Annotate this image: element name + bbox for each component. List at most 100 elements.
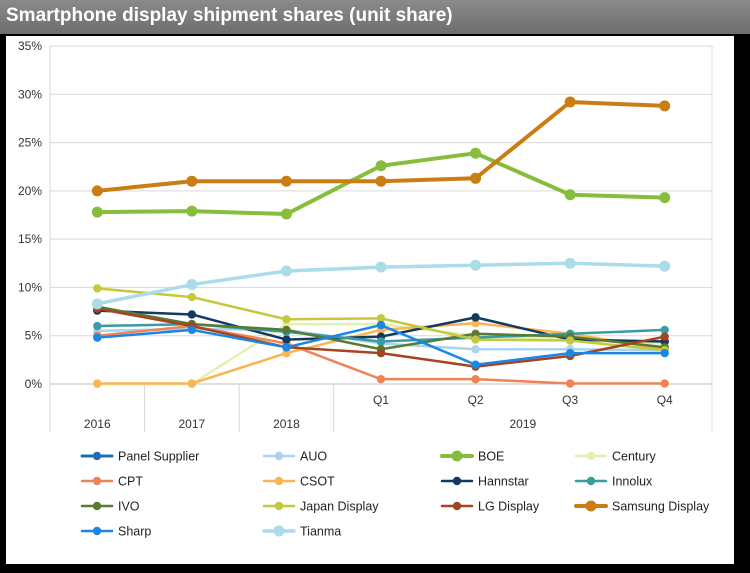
legend-item-boe: BOE bbox=[440, 450, 504, 464]
data-point-hannstar bbox=[187, 310, 197, 319]
data-point-japan-display bbox=[282, 315, 291, 324]
legend-label: Century bbox=[612, 450, 657, 464]
chart-panel: 0% 5% 10% 15% 20% 25% 30% 35% 2016 2017 2018 Q1 Q2 Q3… bbox=[6, 36, 734, 564]
x-tick-label: 2016 bbox=[84, 417, 111, 431]
gridlines bbox=[49, 45, 713, 385]
data-point-csot bbox=[187, 379, 197, 388]
data-point-innolux bbox=[93, 321, 102, 331]
y-tick-label: 5% bbox=[25, 329, 43, 343]
data-point-tianma bbox=[186, 279, 198, 291]
data-point-tianma bbox=[280, 265, 292, 277]
data-point-japan-display bbox=[471, 335, 480, 344]
legend-item-csot: CSOT bbox=[262, 475, 335, 489]
data-point-samsung-display bbox=[280, 175, 292, 187]
y-tick-label: 30% bbox=[18, 87, 42, 101]
legend-item-hannstar: Hannstar bbox=[440, 475, 529, 489]
y-tick-label: 20% bbox=[18, 184, 42, 198]
legend-label: LG Display bbox=[478, 500, 540, 514]
legend-swatch-marker bbox=[92, 526, 102, 536]
title-bar: Smartphone display shipment shares (unit… bbox=[0, 0, 750, 34]
data-point-hannstar bbox=[282, 335, 291, 344]
data-point-samsung-display bbox=[470, 172, 482, 184]
data-point-auo bbox=[471, 345, 480, 354]
data-point-boe bbox=[564, 189, 576, 201]
legend-item-samsung-display: Samsung Display bbox=[574, 500, 710, 514]
data-point-sharp bbox=[93, 333, 102, 342]
data-point-boe bbox=[659, 192, 671, 204]
legend-item-lg-display: LG Display bbox=[440, 500, 540, 514]
x-tick-label: Q4 bbox=[657, 393, 673, 407]
legend-label: IVO bbox=[118, 500, 140, 514]
legend-swatch-marker bbox=[586, 451, 596, 461]
y-tick-label: 25% bbox=[18, 136, 42, 150]
data-point-japan-display bbox=[376, 314, 386, 323]
data-point-boe bbox=[280, 208, 292, 220]
x-tick-label: Q2 bbox=[468, 393, 484, 407]
chart-title: Smartphone display shipment shares (unit… bbox=[6, 5, 453, 26]
data-point-sharp bbox=[565, 348, 575, 358]
data-point-cpt bbox=[660, 379, 669, 388]
x-tick-label: Q3 bbox=[562, 393, 578, 407]
legend-swatch-marker bbox=[452, 476, 462, 486]
data-point-boe bbox=[91, 206, 103, 218]
legend-label: BOE bbox=[478, 450, 504, 464]
legend-item-cpt: CPT bbox=[80, 475, 143, 489]
data-point-cpt bbox=[471, 374, 480, 384]
data-point-ivo bbox=[282, 325, 291, 335]
data-point-csot bbox=[282, 348, 291, 358]
legend-swatch-marker bbox=[92, 451, 102, 461]
y-tick-label: 10% bbox=[18, 280, 42, 294]
legend-label: Tianma bbox=[300, 525, 341, 539]
series-sharp bbox=[93, 320, 669, 369]
legend-label: Samsung Display bbox=[612, 500, 710, 514]
legend-item-japan-display: Japan Display bbox=[262, 500, 379, 514]
x-tick-label: 2017 bbox=[179, 417, 206, 431]
legend-item-innolux: Innolux bbox=[574, 475, 653, 489]
y-tick-label: 0% bbox=[25, 377, 43, 391]
data-point-samsung-display bbox=[375, 175, 387, 187]
legend-label: Innolux bbox=[612, 475, 653, 489]
x-group-label: 2019 bbox=[510, 417, 537, 431]
y-tick-label: 35% bbox=[18, 39, 42, 53]
data-point-innolux bbox=[376, 337, 386, 346]
data-point-lg-display bbox=[376, 348, 386, 358]
data-point-innolux bbox=[660, 325, 669, 335]
legend-item-auo: AUO bbox=[262, 450, 327, 464]
data-point-sharp bbox=[471, 360, 480, 369]
data-point-samsung-display bbox=[659, 100, 671, 112]
y-tick-label: 15% bbox=[18, 232, 42, 246]
legend-swatch-marker bbox=[274, 451, 284, 461]
data-point-samsung-display bbox=[186, 175, 198, 187]
series-tianma bbox=[91, 257, 671, 310]
data-point-tianma bbox=[470, 259, 482, 271]
data-point-lg-display bbox=[660, 332, 669, 341]
data-point-samsung-display bbox=[91, 185, 103, 197]
legend-swatch-marker bbox=[586, 476, 596, 486]
data-point-sharp bbox=[282, 343, 291, 352]
series-boe bbox=[91, 147, 671, 220]
series-lines bbox=[91, 96, 671, 389]
data-point-tianma bbox=[375, 261, 387, 273]
legend-item-panel-supplier: Panel Supplier bbox=[80, 450, 199, 464]
data-point-tianma bbox=[91, 298, 103, 310]
data-point-japan-display bbox=[565, 336, 575, 345]
data-point-csot bbox=[471, 318, 480, 328]
legend: Panel Supplier AUO BOE Century CPT CSOT Hannst… bbox=[80, 450, 710, 539]
legend-item-sharp: Sharp bbox=[80, 525, 151, 539]
data-point-sharp bbox=[660, 348, 669, 358]
line-chart: 0% 5% 10% 15% 20% 25% 30% 35% 2016 2017 2018 Q1 Q2 Q3… bbox=[18, 39, 713, 539]
data-point-tianma bbox=[659, 260, 671, 272]
data-point-boe bbox=[470, 147, 482, 159]
data-point-ivo bbox=[471, 329, 480, 338]
legend-swatch-marker bbox=[273, 525, 285, 537]
legend-swatch-marker bbox=[92, 476, 102, 486]
data-point-samsung-display bbox=[564, 96, 576, 108]
legend-swatch-marker bbox=[274, 476, 284, 486]
legend-label: Panel Supplier bbox=[118, 450, 199, 464]
legend-item-century: Century bbox=[574, 450, 657, 464]
data-point-hannstar bbox=[471, 313, 480, 322]
legend-swatch-marker bbox=[274, 501, 284, 511]
data-point-csot bbox=[93, 379, 102, 388]
legend-item-tianma: Tianma bbox=[262, 525, 341, 539]
